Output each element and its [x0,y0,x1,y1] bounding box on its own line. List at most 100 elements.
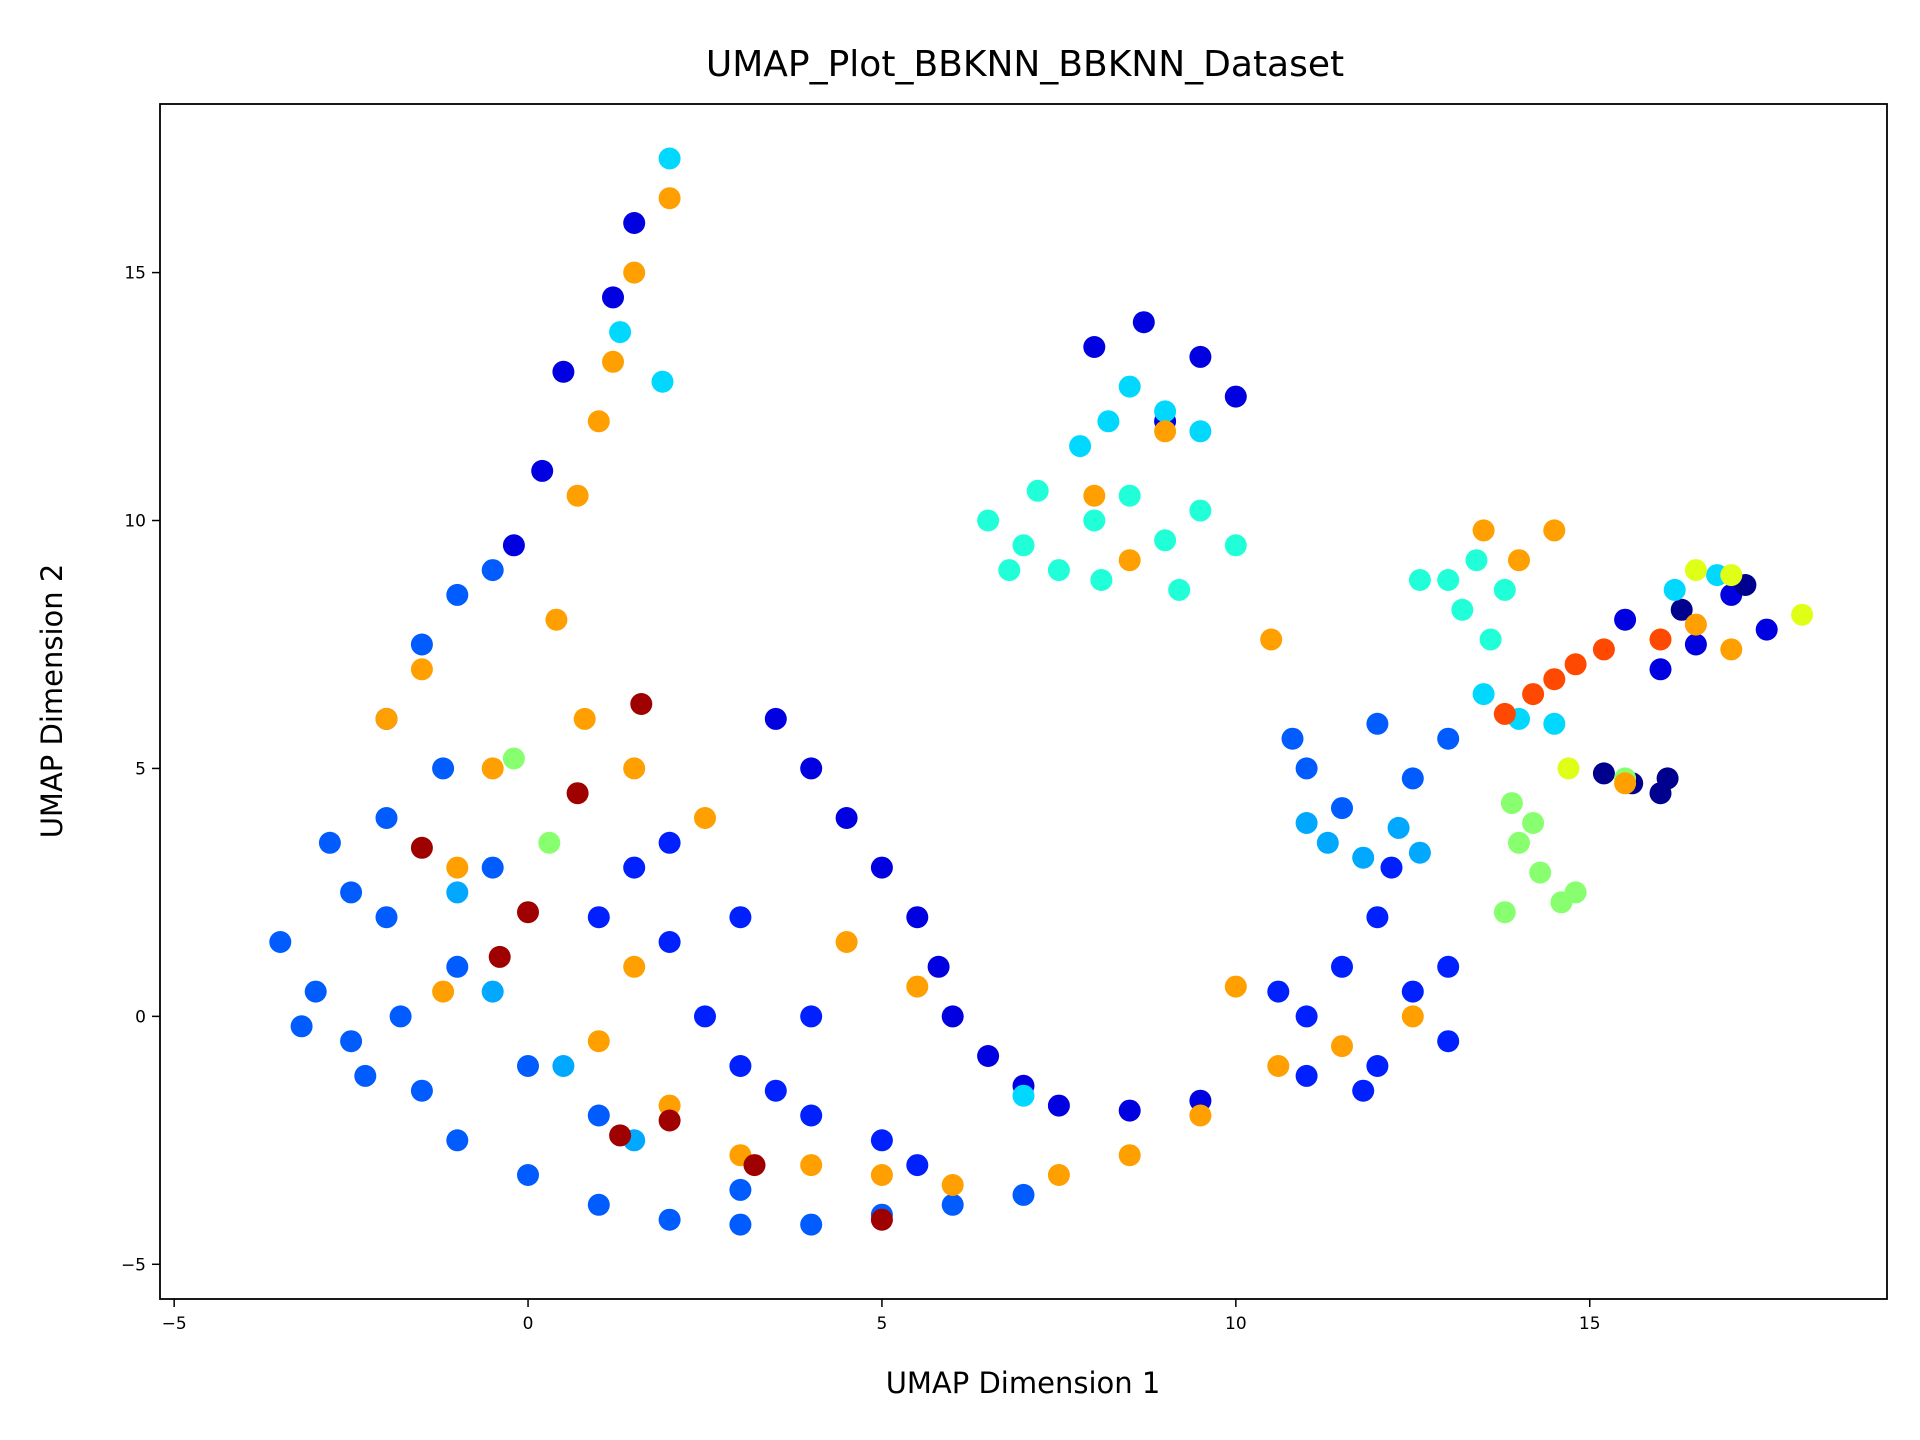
scatter-point-orange-11 [870,1164,893,1186]
scatter-point-aquamarine-13 [1465,549,1488,572]
scatter-point-sky_blue-1 [1352,846,1375,869]
scatter-point-orange-10 [800,1154,823,1177]
scatter-point-aquamarine-14 [1493,578,1516,601]
scatter-point-navy-5 [1670,598,1693,621]
scatter-point-orange-5 [694,807,716,829]
scatter-point-mid_blue-25 [354,1064,377,1087]
scatter-point-deep_blue-16 [502,534,525,557]
scatter-point-deep_blue-0 [764,707,787,730]
scatter-point-cyan-2 [1189,420,1212,443]
scatter-point-cyan-8 [1472,683,1495,706]
scatter-point-blue-17 [1366,906,1389,929]
scatter-point-mid_blue-9 [318,831,341,854]
scatter-point-aquamarine-17 [1408,569,1431,591]
x-tick-label-3: 10 [1225,1314,1247,1334]
scatter-point-blue-1 [658,931,681,953]
scatter-point-aquamarine-9 [1090,569,1113,591]
scatter-point-sky_blue-6 [481,980,504,1003]
scatter-point-cyan-1 [1154,400,1177,423]
scatter-point-cyan-7 [658,147,681,170]
scatter-point-blue-20 [1352,1079,1375,1102]
y-tick-label-2: 5 [135,759,146,779]
scatter-point-cyan-3 [1069,435,1092,458]
scatter-point-dark_red-1 [488,945,511,968]
scatter-point-blue-11 [764,1079,787,1102]
scatter-point-orange-31 [375,707,398,730]
scatter-point-orange-2 [545,608,568,631]
scatter-point-mid_blue-3 [340,881,363,904]
scatter-point-aquamarine-1 [1012,534,1035,557]
scatter-point-blue-21 [1267,980,1290,1003]
scatter-point-mid_blue-34 [1437,727,1460,750]
scatter-point-orange-3 [573,707,596,730]
scatter-point-sky_blue-3 [1295,812,1318,834]
scatter-point-dark_red-4 [658,1109,681,1132]
scatter-point-blue-0 [623,856,646,879]
scatter-point-orange-12 [941,1174,964,1196]
x-tick-label-2: 5 [877,1314,888,1334]
scatter-point-mid_blue-12 [446,1129,469,1152]
scatter-point-cyan-13 [1012,1084,1035,1107]
scatter-point-deep_blue-12 [623,212,646,234]
scatter-point-aquamarine-3 [1083,509,1106,532]
scatter-point-blue-3 [729,1055,752,1077]
scatter-point-mid_blue-1 [304,980,327,1003]
x-tick-label-4: 15 [1579,1314,1601,1334]
scatter-point-mid_blue-13 [517,1164,539,1186]
scatter-point-light_green-9 [1564,881,1587,904]
scatter-point-aquamarine-12 [1437,569,1460,591]
scatter-point-deep_blue-19 [1189,345,1212,368]
scatter-point-orange-18 [1331,1035,1353,1058]
scatter-point-blue-19 [1437,1030,1460,1053]
scatter-point-yellow-3 [1791,603,1814,626]
scatter-point-yellow-2 [1720,564,1743,587]
scatter-point-deep_blue-2 [835,807,858,829]
scatter-point-sky_blue-0 [1316,831,1339,854]
scatter-point-light_green-3 [1493,901,1516,924]
scatter-point-light_green-7 [538,831,561,854]
scatter-point-sky_blue-8 [1408,841,1431,864]
scatter-point-aquamarine-2 [1047,559,1070,582]
scatter-point-sky_blue-2 [1387,816,1410,839]
scatter-point-deep_blue-1 [800,757,823,780]
scatter-point-mid_blue-31 [1331,797,1353,820]
y-tick-label-4: 15 [124,264,146,284]
scatter-point-orange-33 [446,856,469,879]
scatter-point-orange-39 [906,975,929,998]
scatter-point-orange-34 [432,980,455,1003]
x-tick-label-1: 0 [523,1314,534,1334]
scatter-point-blue-8 [658,831,681,854]
scatter-point-orange-28 [1720,638,1743,661]
scatter-point-red_orange-0 [1522,683,1545,706]
scatter-point-mid_blue-2 [340,1030,363,1053]
points-layer [269,147,1814,1236]
scatter-point-yellow-1 [1684,559,1707,582]
scatter-point-blue-2 [694,1005,716,1028]
scatter-point-deep_blue-5 [927,955,950,978]
scatter-point-dark_red-8 [566,782,589,805]
scatter-point-mid_blue-19 [941,1193,964,1216]
scatter-point-blue-5 [870,1129,893,1152]
scatter-point-mid_blue-22 [446,955,469,978]
scatter-point-orange-36 [658,187,681,210]
scatter-point-mid_blue-28 [587,1104,610,1127]
scatter-point-deep_blue-9 [1047,1094,1070,1117]
scatter-point-orange-19 [1401,1005,1424,1028]
scatter-point-mid_blue-23 [481,856,504,879]
scatter-point-deep_blue-3 [870,856,893,879]
scatter-point-orange-38 [835,931,858,953]
scatter-point-mid_blue-27 [517,1055,539,1077]
scatter-point-orange-25 [1508,549,1530,572]
scatter-point-orange-6 [623,955,646,978]
scatter-point-orange-21 [1118,549,1141,572]
scatter-point-dark_red-6 [743,1154,766,1177]
scatter-point-orange-17 [1267,1055,1290,1077]
scatter-point-orange-0 [587,410,610,433]
scatter-point-blue-4 [800,1104,823,1127]
scatter-point-blue-16 [1295,1064,1318,1087]
chart-title: UMAP_Plot_BBKNN_BBKNN_Dataset [706,44,1344,85]
scatter-point-orange-22 [1154,420,1177,443]
scatter-point-mid_blue-35 [1366,712,1389,735]
